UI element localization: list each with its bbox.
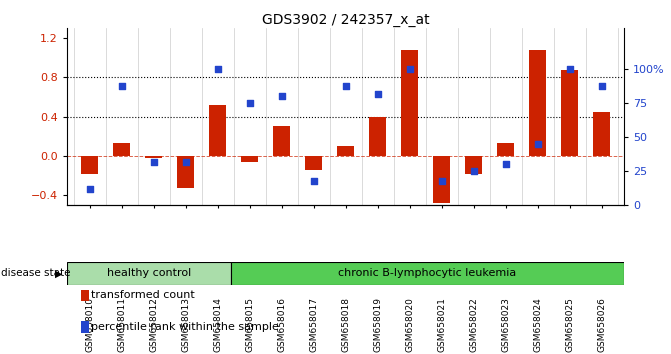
Bar (176, 156, 195, 188)
Point (340, 83, 351, 88)
Text: disease state: disease state (1, 268, 71, 278)
Text: GSM658022: GSM658022 (469, 297, 478, 352)
Point (532, 141, 543, 147)
Point (148, 159, 159, 165)
Point (116, 83, 127, 88)
Bar (592, 112, 611, 156)
Text: GSM658019: GSM658019 (373, 297, 382, 352)
Text: GSM658013: GSM658013 (181, 297, 190, 352)
Bar (241, 156, 258, 162)
Bar (145, 156, 162, 158)
Point (404, 66, 415, 72)
Bar (465, 156, 482, 174)
Text: healthy control: healthy control (107, 268, 191, 279)
Point (84, 186, 95, 192)
Point (244, 101, 255, 106)
Text: GSM658017: GSM658017 (309, 297, 318, 352)
Text: GSM658014: GSM658014 (213, 297, 222, 352)
Point (564, 66, 575, 72)
Bar (272, 126, 291, 156)
Text: GSM658026: GSM658026 (597, 297, 606, 352)
Bar (337, 146, 354, 156)
Point (501, 162, 511, 167)
Text: GSM658020: GSM658020 (405, 297, 414, 352)
Point (436, 178, 447, 184)
Bar (401, 50, 419, 156)
Title: GDS3902 / 242357_x_at: GDS3902 / 242357_x_at (262, 13, 429, 27)
Text: GSM658018: GSM658018 (341, 297, 350, 352)
Point (597, 83, 607, 88)
Bar (561, 70, 578, 156)
Text: transformed count: transformed count (91, 290, 195, 300)
Bar (497, 143, 515, 156)
Bar (529, 50, 546, 156)
Bar (113, 143, 130, 156)
Point (308, 178, 319, 184)
Text: GSM658015: GSM658015 (245, 297, 254, 352)
Bar (305, 156, 322, 170)
Bar (231, 262, 624, 285)
Text: percentile rank within the sample: percentile rank within the sample (91, 322, 279, 332)
Bar (433, 156, 450, 203)
Text: GSM658010: GSM658010 (85, 297, 94, 352)
Text: chronic B-lymphocytic leukemia: chronic B-lymphocytic leukemia (338, 268, 517, 279)
Text: GSM658011: GSM658011 (117, 297, 126, 352)
Point (212, 66, 223, 72)
Text: GSM658024: GSM658024 (533, 297, 542, 352)
Point (468, 169, 479, 174)
Bar (369, 117, 386, 156)
Bar (81, 156, 99, 174)
Text: GSM658023: GSM658023 (501, 297, 510, 352)
Point (372, 91, 383, 97)
Text: GSM658021: GSM658021 (437, 297, 446, 352)
Text: GSM658016: GSM658016 (277, 297, 286, 352)
Text: GSM658012: GSM658012 (149, 297, 158, 352)
Point (276, 93, 287, 99)
Text: ▶: ▶ (55, 268, 62, 278)
Point (180, 159, 191, 165)
Bar (209, 105, 226, 156)
Text: GSM658025: GSM658025 (565, 297, 574, 352)
Bar (67, 262, 231, 285)
